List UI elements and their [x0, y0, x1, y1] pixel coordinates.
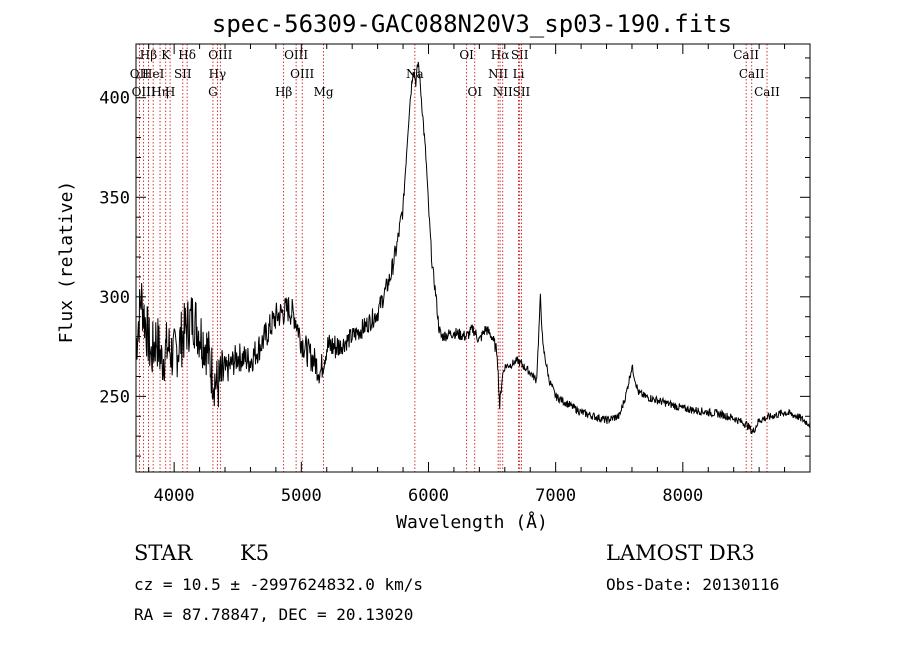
- line-marker-label: K: [161, 48, 171, 62]
- coordinates: RA = 87.78847, DEC = 20.13020: [134, 605, 413, 624]
- x-axis-label: Wavelength (Å): [396, 511, 548, 533]
- line-marker-label: OI: [459, 48, 474, 62]
- line-marker-label: CaII: [739, 67, 765, 81]
- line-marker-label: HeI: [142, 67, 165, 81]
- line-marker-label: Hβ: [140, 48, 157, 62]
- line-marker-label: SII: [513, 85, 531, 99]
- line-marker-label: SII: [511, 48, 529, 62]
- chart-title: spec-56309-GAC088N20V3_sp03-190.fits: [212, 10, 732, 38]
- line-marker-label: Li: [513, 67, 525, 81]
- y-tick-label: 350: [99, 188, 130, 208]
- x-tick-label: 8000: [662, 486, 703, 506]
- x-tick-label: 6000: [408, 486, 449, 506]
- line-marker-label: G: [208, 85, 218, 99]
- line-marker-label: NII: [488, 67, 508, 81]
- flux-series: [135, 61, 811, 435]
- y-tick-label: 250: [99, 387, 130, 407]
- y-tick-label: 400: [99, 89, 130, 109]
- y-tick-label: 300: [99, 288, 130, 308]
- series-line-flux: [135, 61, 811, 435]
- line-marker-label: Mg: [314, 85, 334, 99]
- survey-name: LAMOST DR3: [606, 541, 755, 565]
- plot-frame: [135, 43, 811, 473]
- line-marker-label: H: [165, 85, 175, 99]
- object-class: STAR: [134, 541, 193, 565]
- line-marker-label: Hδ: [178, 48, 196, 62]
- line-marker-label: OII: [130, 67, 150, 81]
- line-marker-label: NII: [493, 85, 513, 99]
- line-marker-label: OIII: [208, 48, 232, 62]
- line-marker-label: OIII: [284, 48, 308, 62]
- line-marker-label: Hγ: [209, 67, 227, 81]
- x-tick-label: 5000: [281, 486, 322, 506]
- obs-date: Obs-Date: 20130116: [606, 575, 779, 594]
- x-tick-label: 4000: [154, 486, 195, 506]
- line-marker-label: Hη: [151, 85, 169, 99]
- line-marker-label: CaII: [754, 85, 780, 99]
- line-marker-label: OI: [467, 85, 482, 99]
- line-marker-label: SII: [174, 67, 192, 81]
- y-axis-label: Flux (relative): [56, 181, 77, 344]
- line-marker-label: Hβ: [275, 85, 292, 99]
- axis-ticks: 4000 5000 6000 7000 8000 250 300 350 400: [99, 44, 810, 506]
- x-tick-label: 7000: [535, 486, 576, 506]
- object-subclass: K5: [240, 541, 269, 565]
- line-marker-label: CaII: [733, 48, 759, 62]
- line-marker-label: OIII: [132, 85, 156, 99]
- redshift-readout: cz = 10.5 ± -2997624832.0 km/s: [134, 575, 423, 594]
- line-marker-label: Hα: [491, 48, 510, 62]
- line-marker-label: OIII: [290, 67, 314, 81]
